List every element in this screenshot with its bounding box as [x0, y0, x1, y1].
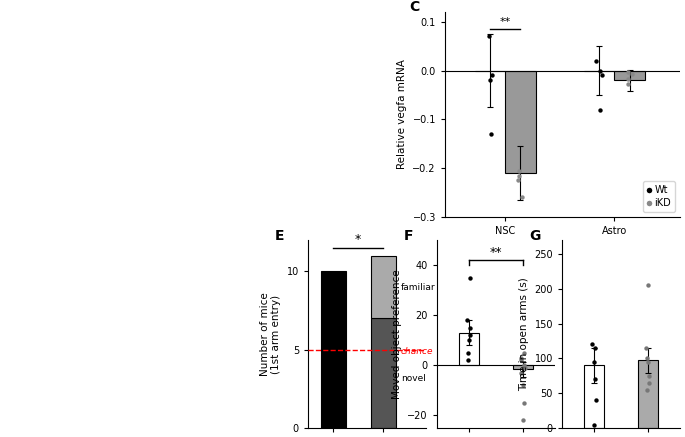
Point: [623, 81, 634, 88]
Text: chance: chance: [401, 347, 434, 356]
Point: [513, 167, 524, 174]
Legend: Wt, iKD: Wt, iKD: [643, 181, 675, 212]
Point: [512, 177, 523, 184]
Point: [485, 77, 496, 84]
Point: [484, 33, 495, 40]
Point: [487, 72, 498, 79]
Point: [518, 417, 529, 424]
Point: [517, 194, 528, 201]
Point: [623, 76, 634, 83]
Point: [588, 358, 599, 365]
Point: [590, 376, 601, 383]
Point: [589, 421, 600, 428]
Y-axis label: Moved object preference: Moved object preference: [392, 269, 402, 399]
Text: C: C: [410, 0, 420, 14]
Point: [626, 71, 637, 78]
Text: **: **: [490, 246, 502, 259]
Point: [517, 382, 528, 389]
Point: [464, 332, 475, 339]
Point: [462, 357, 473, 364]
Bar: [371, 318, 396, 428]
Y-axis label: Relative vegfa mRNA: Relative vegfa mRNA: [397, 59, 407, 170]
Bar: [638, 361, 658, 428]
Point: [515, 369, 526, 376]
Point: [518, 362, 529, 369]
Point: [591, 57, 602, 64]
Text: *: *: [355, 233, 362, 246]
Point: [516, 357, 527, 364]
Point: [643, 282, 653, 289]
Point: [596, 72, 607, 79]
Point: [486, 131, 497, 138]
Y-axis label: Number of mice
(1st arm entry): Number of mice (1st arm entry): [260, 292, 281, 376]
Bar: [459, 333, 480, 365]
Point: [644, 379, 655, 386]
Point: [462, 349, 473, 356]
Text: F: F: [404, 229, 414, 243]
Y-axis label: Time in open arms (s): Time in open arms (s): [519, 277, 529, 391]
Point: [590, 344, 601, 351]
Bar: [321, 271, 346, 428]
Point: [643, 358, 653, 365]
Point: [462, 317, 473, 324]
Text: G: G: [529, 229, 540, 243]
Text: E: E: [275, 229, 284, 243]
Point: [516, 354, 527, 361]
Point: [643, 372, 654, 379]
Text: novel: novel: [401, 374, 426, 383]
Bar: [614, 70, 645, 80]
Point: [641, 355, 652, 362]
Point: [465, 274, 476, 281]
Point: [594, 67, 605, 74]
Point: [464, 324, 475, 331]
Point: [519, 349, 530, 356]
Point: [590, 397, 601, 404]
Point: [640, 344, 651, 351]
Bar: [371, 256, 396, 318]
Text: familiar: familiar: [401, 282, 436, 291]
Point: [513, 172, 524, 179]
Point: [623, 68, 634, 75]
Point: [519, 399, 530, 406]
Bar: [512, 365, 533, 369]
Point: [587, 341, 598, 348]
Bar: [584, 365, 604, 428]
Text: **: **: [499, 17, 511, 27]
Point: [464, 337, 475, 344]
Point: [519, 364, 530, 371]
Point: [642, 386, 653, 393]
Bar: [505, 70, 536, 173]
Point: [595, 106, 606, 113]
